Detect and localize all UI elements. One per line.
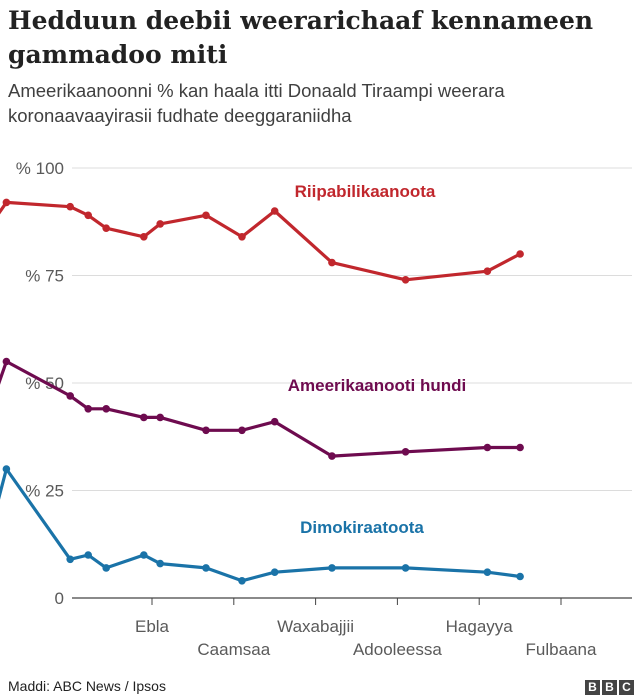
data-point: [102, 405, 110, 413]
data-point: [202, 426, 210, 435]
series-label: Dimokiraatoota: [300, 518, 424, 537]
data-point: [483, 443, 492, 452]
data-point: [328, 452, 336, 460]
data-point: [202, 564, 210, 572]
data-point: [140, 233, 148, 241]
logo-letter: B: [585, 680, 600, 695]
data-point: [156, 559, 164, 568]
series-lines: Riipabilikaanoota Ameerikaanooti hundi Dim…: [0, 182, 524, 585]
data-point: [270, 207, 279, 215]
y-tick-label: % 25: [25, 482, 64, 501]
line-chart: 0% 25% 50% 75% 100 EblaCaamsaaWaxabajjii…: [0, 159, 632, 659]
y-tick-label: % 75: [25, 267, 64, 286]
data-point: [66, 392, 74, 400]
logo-letter: B: [602, 680, 617, 695]
data-point: [516, 572, 524, 581]
data-point: [156, 413, 164, 422]
x-tick-label: Hagayya: [446, 617, 514, 636]
data-point: [270, 568, 279, 576]
chart-subtitle: Ameerikaanoonni % kan haala itti Donaald…: [8, 80, 505, 126]
x-tick-label: Adooleessa: [353, 640, 442, 659]
chart-title: Hedduun deebii weerarichaaf kennameen ga…: [8, 6, 594, 69]
data-point: [483, 568, 492, 576]
data-point: [140, 551, 148, 559]
data-point: [84, 551, 92, 559]
data-point: [202, 211, 210, 220]
data-point: [84, 405, 92, 413]
data-point: [238, 233, 246, 241]
data-point: [238, 577, 246, 585]
bbc-logo: B B C: [585, 680, 634, 695]
data-point: [238, 426, 246, 435]
data-point: [2, 465, 11, 473]
data-point: [328, 258, 336, 267]
data-point: [2, 357, 11, 366]
data-point: [156, 220, 164, 228]
series-label: Riipabilikaanoota: [295, 182, 436, 201]
source-note: Maddi: ABC News / Ipsos: [8, 678, 166, 694]
series-line: [0, 200, 522, 282]
x-tick-label: Fulbaana: [526, 640, 597, 659]
data-point: [66, 202, 74, 211]
data-point: [516, 250, 524, 258]
series-line: [0, 467, 522, 583]
data-point: [270, 417, 279, 426]
data-point: [66, 555, 74, 564]
logo-letter: C: [619, 680, 634, 695]
series-label: Ameerikaanooti hundi: [288, 376, 467, 395]
data-point: [483, 267, 492, 276]
y-tick-label: 0: [55, 589, 64, 608]
x-tick-label: Caamsaa: [197, 640, 270, 659]
data-point: [516, 443, 524, 452]
x-tick-label: Waxabajjii: [277, 617, 354, 636]
data-point: [102, 564, 110, 572]
data-point: [140, 413, 148, 422]
data-point: [328, 564, 336, 572]
data-point: [401, 276, 410, 284]
data-point: [2, 198, 11, 207]
x-tick-label: Ebla: [135, 617, 170, 636]
data-point: [401, 448, 410, 456]
data-point: [84, 211, 92, 220]
data-point: [102, 224, 110, 232]
data-point: [401, 564, 410, 572]
y-tick-label: % 100: [16, 159, 64, 178]
